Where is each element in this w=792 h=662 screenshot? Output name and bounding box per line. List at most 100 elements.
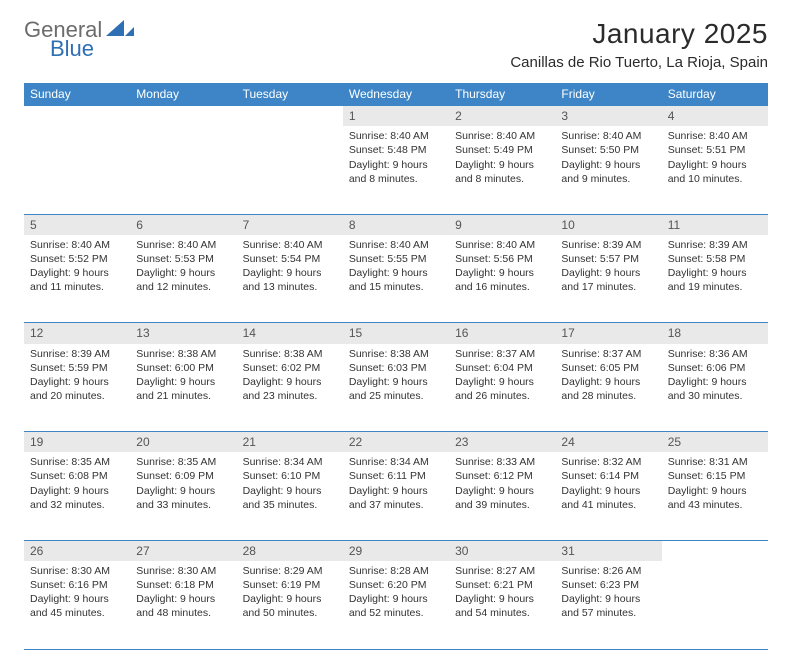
day-cell: Sunrise: 8:38 AMSunset: 6:02 PMDaylight:… — [237, 344, 343, 432]
sunset-text: Sunset: 6:12 PM — [455, 469, 549, 483]
sunset-text: Sunset: 5:56 PM — [455, 252, 549, 266]
day-number: 19 — [30, 435, 43, 449]
day-cell: Sunrise: 8:40 AMSunset: 5:50 PMDaylight:… — [555, 126, 661, 214]
day-number: 25 — [668, 435, 681, 449]
sunrise-text: Sunrise: 8:40 AM — [455, 238, 549, 252]
day-number: 11 — [668, 218, 680, 232]
day-cell: Sunrise: 8:39 AMSunset: 5:59 PMDaylight:… — [24, 344, 130, 432]
day1-text: Daylight: 9 hours — [136, 484, 230, 498]
sunset-text: Sunset: 6:15 PM — [668, 469, 762, 483]
sunset-text: Sunset: 6:14 PM — [561, 469, 655, 483]
day-cell: Sunrise: 8:39 AMSunset: 5:58 PMDaylight:… — [662, 235, 768, 323]
daynum-row: 26 27 28 29 30 31 — [24, 540, 768, 561]
day-number: 23 — [455, 435, 468, 449]
day1-text: Daylight: 9 hours — [136, 592, 230, 606]
day-number: 31 — [561, 544, 574, 558]
day1-text: Daylight: 9 hours — [243, 592, 337, 606]
sunset-text: Sunset: 6:00 PM — [136, 361, 230, 375]
sunrise-text: Sunrise: 8:38 AM — [349, 347, 443, 361]
sunset-text: Sunset: 6:10 PM — [243, 469, 337, 483]
day-cell: Sunrise: 8:32 AMSunset: 6:14 PMDaylight:… — [555, 452, 661, 540]
day-cell: Sunrise: 8:34 AMSunset: 6:10 PMDaylight:… — [237, 452, 343, 540]
day-number-cell: 27 — [130, 540, 236, 561]
daynum-row: 12131415161718 — [24, 323, 768, 344]
location-text: Canillas de Rio Tuerto, La Rioja, Spain — [510, 54, 768, 71]
day-number-cell: 6 — [130, 214, 236, 235]
daynum-row: 19202122232425 — [24, 432, 768, 453]
day-number: 10 — [561, 218, 574, 232]
day1-text: Daylight: 9 hours — [668, 158, 762, 172]
day-header-mon: Monday — [130, 83, 236, 106]
daynum-row: 567891011 — [24, 214, 768, 235]
logo-triangle-icon — [106, 18, 134, 41]
sunset-text: Sunset: 5:48 PM — [349, 143, 443, 157]
day-number: 29 — [349, 544, 362, 558]
day-cell: Sunrise: 8:39 AMSunset: 5:57 PMDaylight:… — [555, 235, 661, 323]
day-number: 9 — [455, 218, 462, 232]
sunrise-text: Sunrise: 8:40 AM — [30, 238, 124, 252]
day-number: 21 — [243, 435, 256, 449]
day-cell: Sunrise: 8:40 AMSunset: 5:56 PMDaylight:… — [449, 235, 555, 323]
day2-text: and 11 minutes. — [30, 280, 124, 294]
day2-text: and 54 minutes. — [455, 606, 549, 620]
day-number-cell: 25 — [662, 432, 768, 453]
day-number-cell: 17 — [555, 323, 661, 344]
day1-text: Daylight: 9 hours — [455, 484, 549, 498]
day2-text: and 41 minutes. — [561, 498, 655, 512]
sunset-text: Sunset: 6:09 PM — [136, 469, 230, 483]
day-number: 12 — [30, 326, 43, 340]
calendar-page: General Blue January 2025 Canillas de Ri… — [0, 0, 792, 662]
day1-text: Daylight: 9 hours — [30, 266, 124, 280]
calendar-body: 1234Sunrise: 8:40 AMSunset: 5:48 PMDayli… — [24, 106, 768, 650]
day-number: 7 — [243, 218, 250, 232]
sunrise-text: Sunrise: 8:30 AM — [136, 564, 230, 578]
day-number: 15 — [349, 326, 362, 340]
day2-text: and 12 minutes. — [136, 280, 230, 294]
day-cell: Sunrise: 8:34 AMSunset: 6:11 PMDaylight:… — [343, 452, 449, 540]
day-number: 26 — [30, 544, 43, 558]
day-number-cell: 5 — [24, 214, 130, 235]
day-cell: Sunrise: 8:26 AMSunset: 6:23 PMDaylight:… — [555, 561, 661, 649]
day-cell: Sunrise: 8:40 AMSunset: 5:51 PMDaylight:… — [662, 126, 768, 214]
day-number-cell: 9 — [449, 214, 555, 235]
day2-text: and 21 minutes. — [136, 389, 230, 403]
day-cell: Sunrise: 8:40 AMSunset: 5:52 PMDaylight:… — [24, 235, 130, 323]
sunset-text: Sunset: 6:19 PM — [243, 578, 337, 592]
day2-text: and 48 minutes. — [136, 606, 230, 620]
day-number-cell: 19 — [24, 432, 130, 453]
day-cell: Sunrise: 8:38 AMSunset: 6:00 PMDaylight:… — [130, 344, 236, 432]
day-number-cell: 18 — [662, 323, 768, 344]
day1-text: Daylight: 9 hours — [455, 375, 549, 389]
sunrise-text: Sunrise: 8:30 AM — [30, 564, 124, 578]
sunset-text: Sunset: 6:04 PM — [455, 361, 549, 375]
sunrise-text: Sunrise: 8:33 AM — [455, 455, 549, 469]
day1-text: Daylight: 9 hours — [561, 484, 655, 498]
day-cell — [237, 126, 343, 214]
day-number: 6 — [136, 218, 143, 232]
day-header-fri: Friday — [555, 83, 661, 106]
day2-text: and 32 minutes. — [30, 498, 124, 512]
day-number: 4 — [668, 109, 675, 123]
day-number-cell: 30 — [449, 540, 555, 561]
day2-text: and 30 minutes. — [668, 389, 762, 403]
day-cell — [662, 561, 768, 649]
day-number-cell — [24, 106, 130, 127]
day-number-cell: 11 — [662, 214, 768, 235]
sunrise-text: Sunrise: 8:34 AM — [349, 455, 443, 469]
day-cell: Sunrise: 8:30 AMSunset: 6:16 PMDaylight:… — [24, 561, 130, 649]
day-cell: Sunrise: 8:37 AMSunset: 6:04 PMDaylight:… — [449, 344, 555, 432]
sunrise-text: Sunrise: 8:39 AM — [30, 347, 124, 361]
day-cell: Sunrise: 8:40 AMSunset: 5:54 PMDaylight:… — [237, 235, 343, 323]
day-number-cell: 24 — [555, 432, 661, 453]
day1-text: Daylight: 9 hours — [243, 266, 337, 280]
sunset-text: Sunset: 5:54 PM — [243, 252, 337, 266]
day-number-cell — [662, 540, 768, 561]
day-number-cell: 15 — [343, 323, 449, 344]
day-cell: Sunrise: 8:40 AMSunset: 5:53 PMDaylight:… — [130, 235, 236, 323]
sunrise-text: Sunrise: 8:40 AM — [136, 238, 230, 252]
day-number: 28 — [243, 544, 256, 558]
day-cell: Sunrise: 8:28 AMSunset: 6:20 PMDaylight:… — [343, 561, 449, 649]
sunrise-text: Sunrise: 8:28 AM — [349, 564, 443, 578]
day-cell: Sunrise: 8:36 AMSunset: 6:06 PMDaylight:… — [662, 344, 768, 432]
sunrise-text: Sunrise: 8:40 AM — [561, 129, 655, 143]
